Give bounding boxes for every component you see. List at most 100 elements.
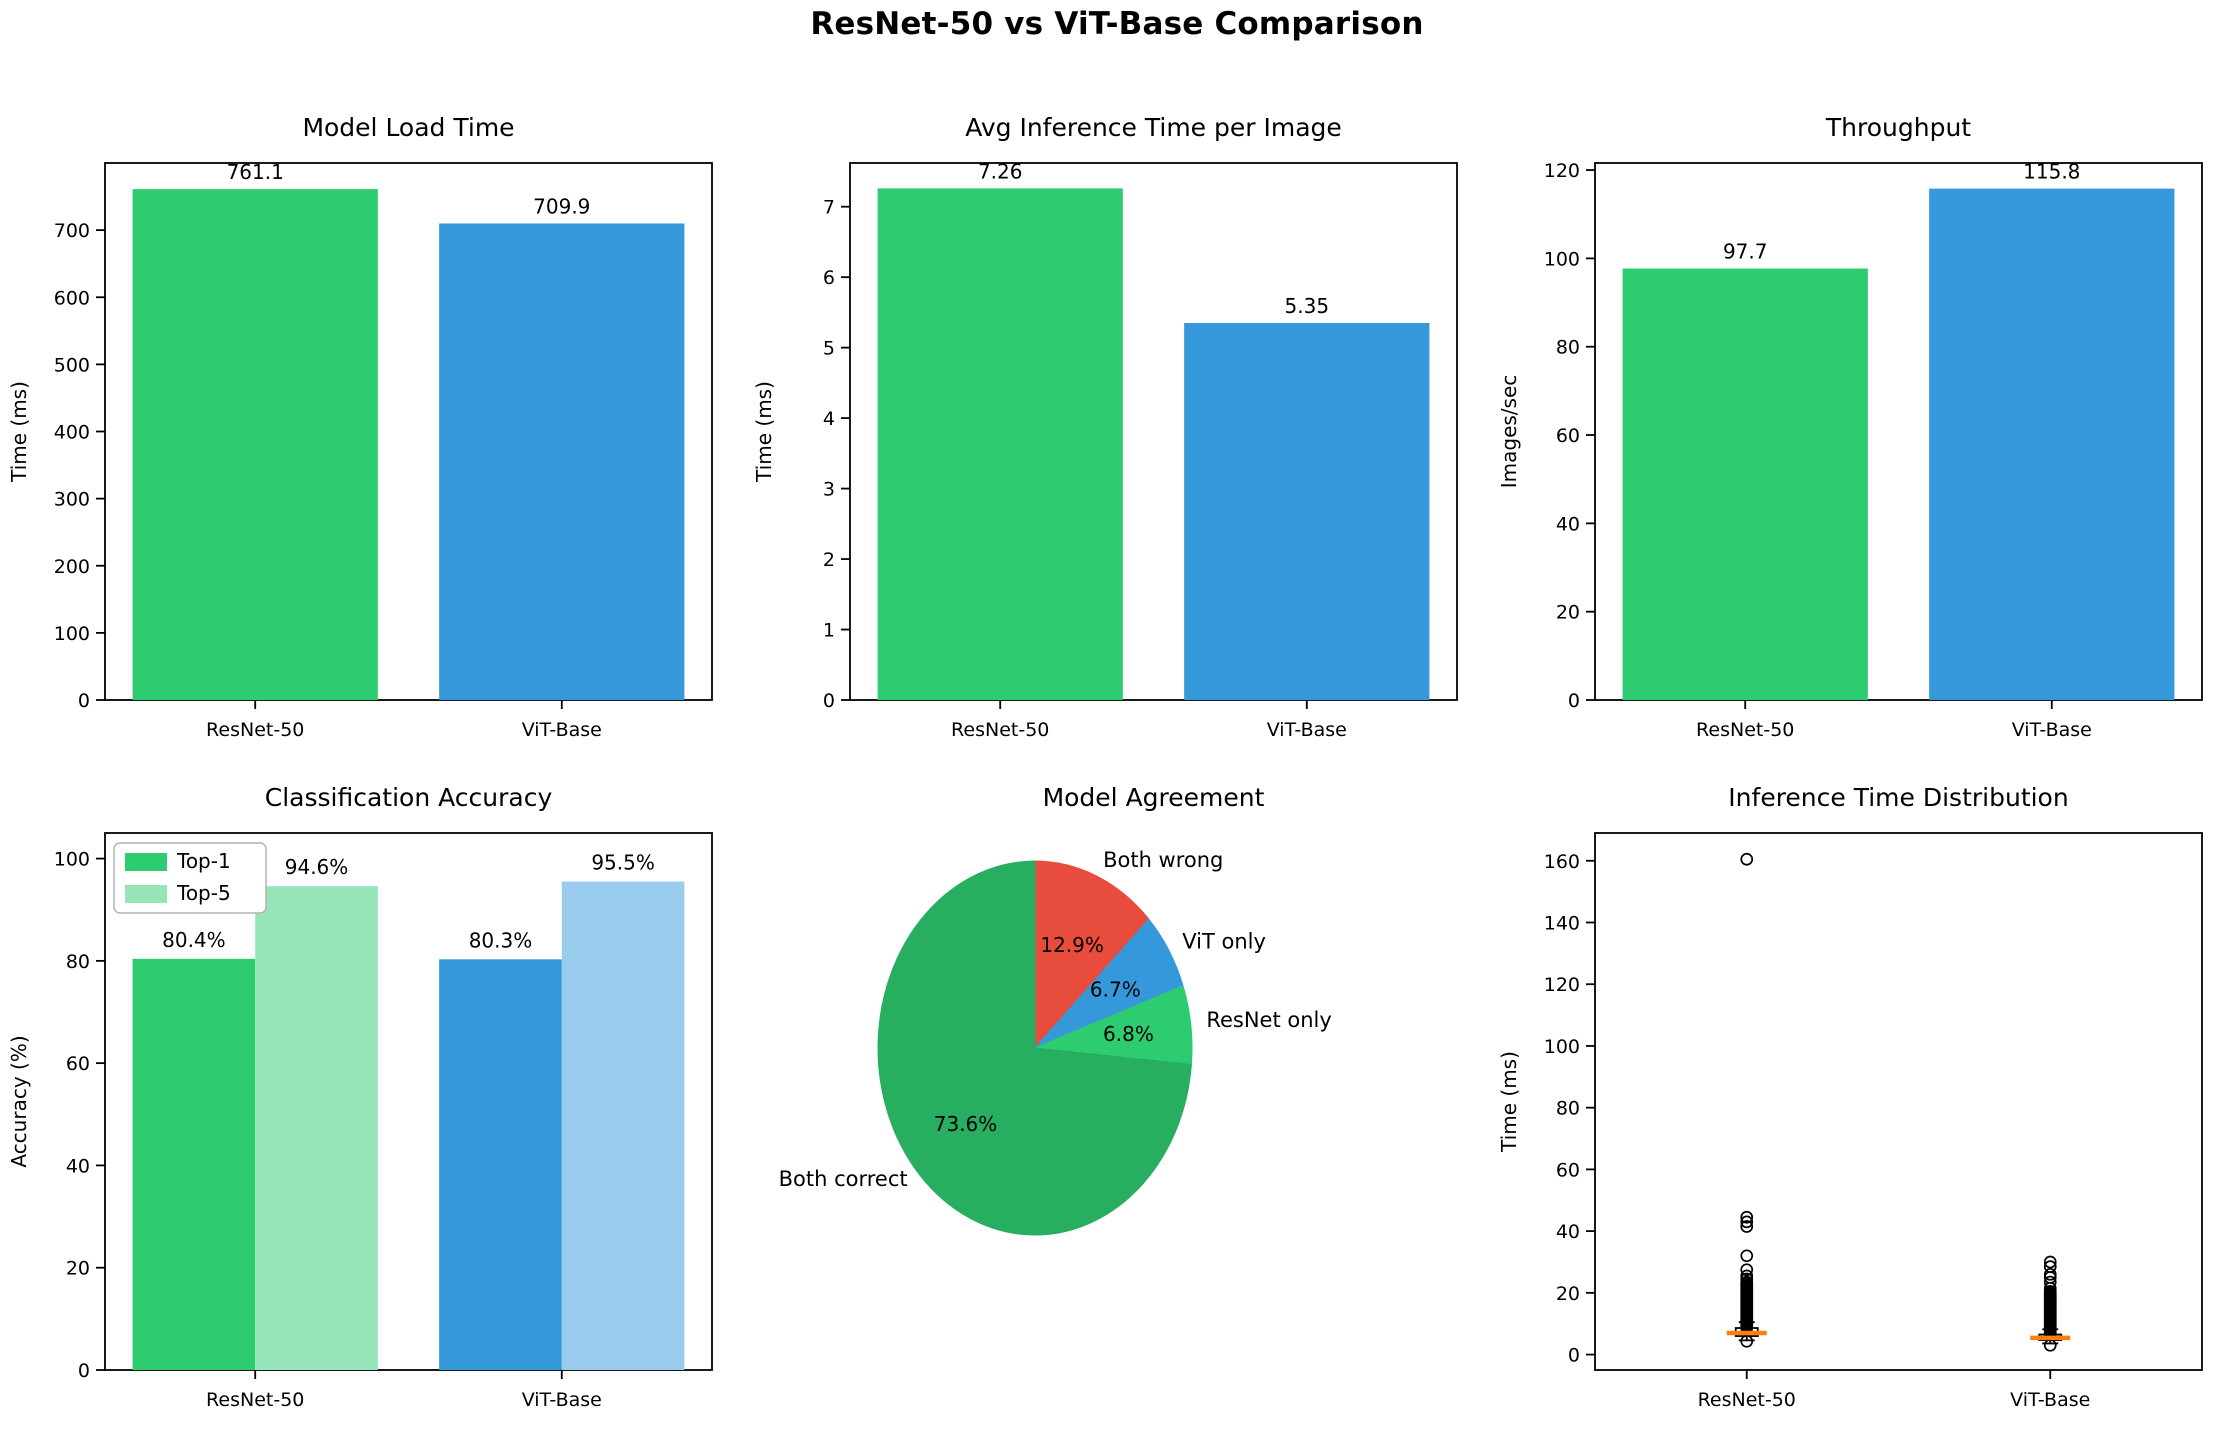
y-tick-label: 100 <box>1544 248 1580 270</box>
y-tick-label: 120 <box>1544 974 1580 996</box>
y-tick-label: 40 <box>1556 1221 1580 1243</box>
plot-frame <box>1594 162 2203 701</box>
x-tick-label: ResNet-50 <box>1696 719 1794 741</box>
y-tick-label: 100 <box>54 623 90 645</box>
pie-pct-label: 6.8% <box>1103 1022 1154 1046</box>
chart-title: Avg Inference Time per Image <box>965 113 1342 142</box>
bar-top-1-vit-base <box>439 959 562 1370</box>
plot-frame <box>1594 832 2203 1371</box>
chart-throughput: 0 20 40 60 80 100 120 Throughput Images/sec 97.7 R… <box>1497 113 2203 741</box>
y-tick-label: 20 <box>66 1258 90 1280</box>
x-tick-label: ViT-Base <box>522 719 602 741</box>
subplot-grid: 0 100 200 300 400 500 600 700 Model Load Time Tim… <box>0 88 2234 1428</box>
y-tick-label: 4 <box>823 408 835 430</box>
y-tick-label: 6 <box>823 267 835 289</box>
y-tick-label: 0 <box>1568 690 1580 712</box>
y-axis-label: Time (ms) <box>7 381 31 483</box>
chart-title: Classification Accuracy <box>265 783 553 812</box>
pie-slice-label: ViT only <box>1182 930 1266 954</box>
boxplot-resnet-50 <box>1726 852 1767 1348</box>
bar-vit-base <box>439 223 685 701</box>
bar-value-label: 761.1 <box>227 160 284 184</box>
y-tick-label: 5 <box>823 338 835 360</box>
y-axis-label: Accuracy (%) <box>7 1035 31 1167</box>
y-tick-label: 0 <box>78 690 90 712</box>
pie-pct-label: 73.6% <box>934 1112 998 1136</box>
chart-inference-time-distribution: 0 20 40 60 80 100 120 140 160 Inference Time Dist… <box>1497 783 2203 1411</box>
outlier-point <box>1740 1215 1754 1229</box>
bar-value-label: 7.26 <box>978 159 1023 183</box>
bar-vit-base <box>1184 322 1430 700</box>
subplot-throughput: 0 20 40 60 80 100 120 Throughput Images/sec 97.7 R… <box>1490 88 2234 758</box>
y-tick-label: 120 <box>1544 160 1580 182</box>
plot-frame <box>849 162 1458 701</box>
pie-pct-label: 6.7% <box>1090 977 1141 1001</box>
bar-resnet-50 <box>132 189 378 700</box>
x-tick-label: ViT-Base <box>2010 1389 2090 1411</box>
x-tick-label: ResNet-50 <box>206 1389 304 1411</box>
y-tick-label: 20 <box>1556 602 1580 624</box>
chart-title: Throughput <box>1825 113 1971 142</box>
y-tick-label: 700 <box>54 220 90 242</box>
y-tick-label: 200 <box>54 556 90 578</box>
x-tick-label: ResNet-50 <box>951 719 1049 741</box>
y-tick-label: 80 <box>1556 337 1580 359</box>
y-tick-label: 40 <box>66 1155 90 1177</box>
pie-slice-both-correct <box>877 860 1192 1236</box>
x-tick-label: ViT-Base <box>1267 719 1347 741</box>
x-tick-label: ResNet-50 <box>206 719 304 741</box>
y-tick-label: 0 <box>78 1360 90 1382</box>
y-tick-label: 80 <box>1556 1098 1580 1120</box>
bar-value-label: 80.4% <box>162 928 226 952</box>
y-tick-label: 7 <box>823 197 835 219</box>
outlier-point <box>1740 1269 1754 1283</box>
subplot-classification-accuracy: 0 20 40 60 80 100 Classification Accuracy Accur… <box>0 758 745 1428</box>
y-tick-label: 0 <box>1568 1345 1580 1367</box>
chart-classification-accuracy: 0 20 40 60 80 100 Classification Accuracy Accur… <box>7 783 713 1411</box>
subplot-model-load-time: 0 100 200 300 400 500 600 700 Model Load Time Tim… <box>0 88 745 758</box>
pie-slice-both-wrong <box>1034 860 1150 1050</box>
bar-top-1-resnet-50 <box>132 958 256 1370</box>
outlier-point <box>2043 1275 2057 1289</box>
outlier-point <box>2043 1260 2057 1273</box>
y-tick-label: 60 <box>1556 425 1580 447</box>
y-axis-label: Images/sec <box>1497 375 1521 489</box>
chart-title: Model Agreement <box>1043 783 1265 812</box>
bar-value-label: 94.6% <box>285 855 349 879</box>
bar-value-label: 709.9 <box>533 194 590 218</box>
bar-value-label: 115.8 <box>2023 160 2080 184</box>
pie-slice-label: Both correct <box>779 1167 908 1191</box>
y-tick-label: 600 <box>54 287 90 309</box>
outlier-point <box>1740 1220 1754 1233</box>
chart-title: Model Load Time <box>302 113 514 142</box>
pie-pct-label: 12.9% <box>1040 933 1104 957</box>
outlier-point <box>1740 1334 1754 1348</box>
bar-top-5-vit-base <box>561 881 685 1370</box>
bar-value-label: 80.3% <box>469 928 533 952</box>
y-tick-label: 40 <box>1556 513 1580 535</box>
outlier-point <box>2043 1255 2057 1269</box>
bar-resnet-50 <box>877 188 1123 700</box>
pie-slice-label: Both wrong <box>1103 848 1223 872</box>
bar-resnet-50 <box>1622 268 1868 700</box>
outlier-point <box>1740 852 1754 866</box>
chart-model-load-time: 0 100 200 300 400 500 600 700 Model Load Time Tim… <box>7 113 713 741</box>
subplot-inference-time-distribution: 0 20 40 60 80 100 120 140 160 Inference Time Dist… <box>1490 758 2234 1428</box>
y-tick-label: 60 <box>1556 1159 1580 1181</box>
legend-swatch <box>125 853 167 871</box>
y-tick-label: 20 <box>1556 1283 1580 1305</box>
bar-value-label: 95.5% <box>591 851 655 875</box>
boxplot-vit-base <box>2030 1255 2071 1352</box>
y-tick-label: 300 <box>54 489 90 511</box>
y-tick-label: 2 <box>823 549 835 571</box>
y-tick-label: 400 <box>54 422 90 444</box>
y-tick-label: 140 <box>1544 913 1580 935</box>
y-axis-label: Time (ms) <box>752 381 776 483</box>
x-tick-label: ViT-Base <box>2012 719 2092 741</box>
y-tick-label: 100 <box>54 849 90 871</box>
outlier-point <box>1740 1263 1754 1277</box>
outlier-point <box>1740 1249 1754 1263</box>
y-tick-label: 100 <box>1544 1036 1580 1058</box>
legend-label: Top-5 <box>176 881 231 905</box>
outlier-point <box>1740 1210 1754 1224</box>
